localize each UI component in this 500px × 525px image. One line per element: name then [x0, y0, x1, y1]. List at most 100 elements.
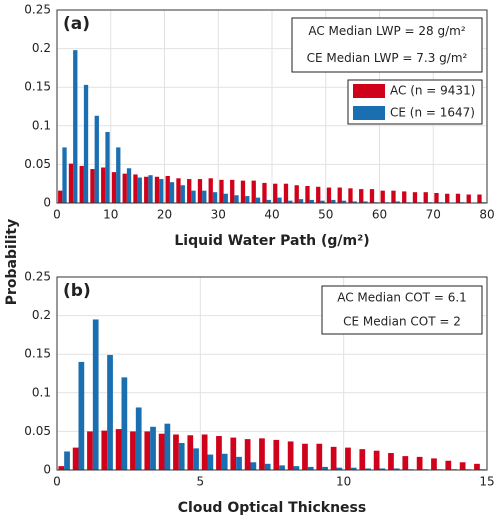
bar — [293, 466, 300, 470]
bar — [164, 423, 171, 470]
bar — [234, 195, 239, 203]
bar — [173, 434, 179, 470]
bar — [277, 197, 282, 203]
bar — [279, 465, 285, 470]
bar — [298, 199, 304, 203]
annotation: CE Median LWP = 7.3 g/m² — [307, 51, 468, 65]
y-tick-label: 0.2 — [32, 308, 51, 322]
bar — [83, 84, 89, 203]
bar — [379, 468, 386, 470]
y-tick-label: 0.1 — [32, 385, 51, 399]
bar — [107, 354, 113, 470]
y-tick-label: 0.2 — [32, 41, 51, 55]
bar — [92, 319, 99, 470]
bar — [363, 201, 368, 203]
bar — [180, 185, 185, 203]
bar — [208, 178, 213, 203]
bar — [90, 169, 95, 203]
bar — [359, 449, 366, 470]
annotation-box — [291, 17, 483, 73]
bar — [62, 147, 67, 203]
bar — [251, 180, 256, 203]
bar — [244, 439, 251, 470]
bar — [302, 443, 308, 470]
bar — [402, 191, 407, 203]
bar — [395, 201, 400, 203]
bar — [58, 466, 65, 470]
bar — [341, 200, 347, 203]
bar — [79, 165, 84, 203]
bar — [255, 197, 261, 203]
x-tick-label: 5 — [197, 475, 205, 489]
bar — [250, 462, 257, 470]
bar — [380, 190, 385, 203]
y-tick-label: 0.15 — [24, 347, 51, 361]
bar — [431, 458, 437, 470]
bar — [201, 434, 208, 470]
y-tick-label: 0.15 — [24, 80, 51, 94]
bar — [266, 199, 271, 203]
bar — [416, 456, 423, 470]
y-axis-label: Probability — [4, 219, 20, 306]
bar — [350, 467, 357, 470]
y-tick-label: 0.05 — [24, 424, 51, 438]
bar — [223, 193, 228, 203]
bar — [294, 185, 299, 203]
legend-swatch — [353, 84, 385, 98]
bar — [477, 194, 482, 203]
bar — [216, 436, 222, 470]
bar — [331, 199, 336, 203]
bar — [193, 448, 199, 470]
bar — [369, 189, 375, 203]
annotation-box — [321, 285, 483, 335]
bar — [307, 466, 314, 470]
bar — [78, 361, 85, 470]
bar — [305, 186, 310, 203]
bar — [320, 200, 325, 203]
bar — [101, 430, 108, 470]
bar — [412, 192, 418, 203]
bar — [176, 178, 181, 203]
x-tick-label: 70 — [426, 208, 441, 222]
bar — [326, 187, 332, 203]
bar — [273, 439, 280, 470]
y-tick-label: 0 — [43, 196, 51, 210]
bar — [121, 377, 128, 470]
bar — [73, 50, 78, 204]
bar — [94, 115, 99, 203]
bar — [445, 460, 452, 470]
y-tick-label: 0.25 — [24, 3, 51, 17]
x-tick-label: 15 — [479, 475, 494, 489]
bar — [316, 186, 321, 203]
bar — [445, 193, 450, 203]
bar — [187, 435, 194, 470]
bar — [159, 179, 164, 203]
y-tick-label: 0.1 — [32, 118, 51, 132]
x-axis-label: Cloud Optical Thickness — [178, 500, 366, 516]
x-tick-label: 0 — [53, 208, 61, 222]
bar — [154, 176, 160, 203]
bar — [455, 193, 461, 203]
bar — [105, 131, 110, 203]
bar — [130, 431, 136, 470]
bar — [336, 467, 343, 470]
bar — [191, 190, 196, 203]
bar — [207, 454, 214, 470]
bar — [150, 426, 156, 470]
plot-frame — [56, 276, 488, 471]
bar — [178, 442, 185, 470]
bar — [221, 453, 228, 470]
legend-label: CE (n = 1647) — [390, 106, 475, 120]
bar — [187, 179, 192, 203]
bar — [72, 447, 79, 470]
bar — [262, 182, 267, 203]
bar — [169, 182, 175, 203]
x-tick-label: 10 — [103, 208, 118, 222]
x-tick-label: 60 — [372, 208, 387, 222]
bar — [474, 463, 480, 470]
x-tick-label: 10 — [336, 475, 351, 489]
bar — [288, 200, 293, 203]
bar — [212, 192, 218, 203]
annotation: AC Median LWP = 28 g/m² — [308, 24, 465, 38]
bar — [287, 441, 294, 470]
